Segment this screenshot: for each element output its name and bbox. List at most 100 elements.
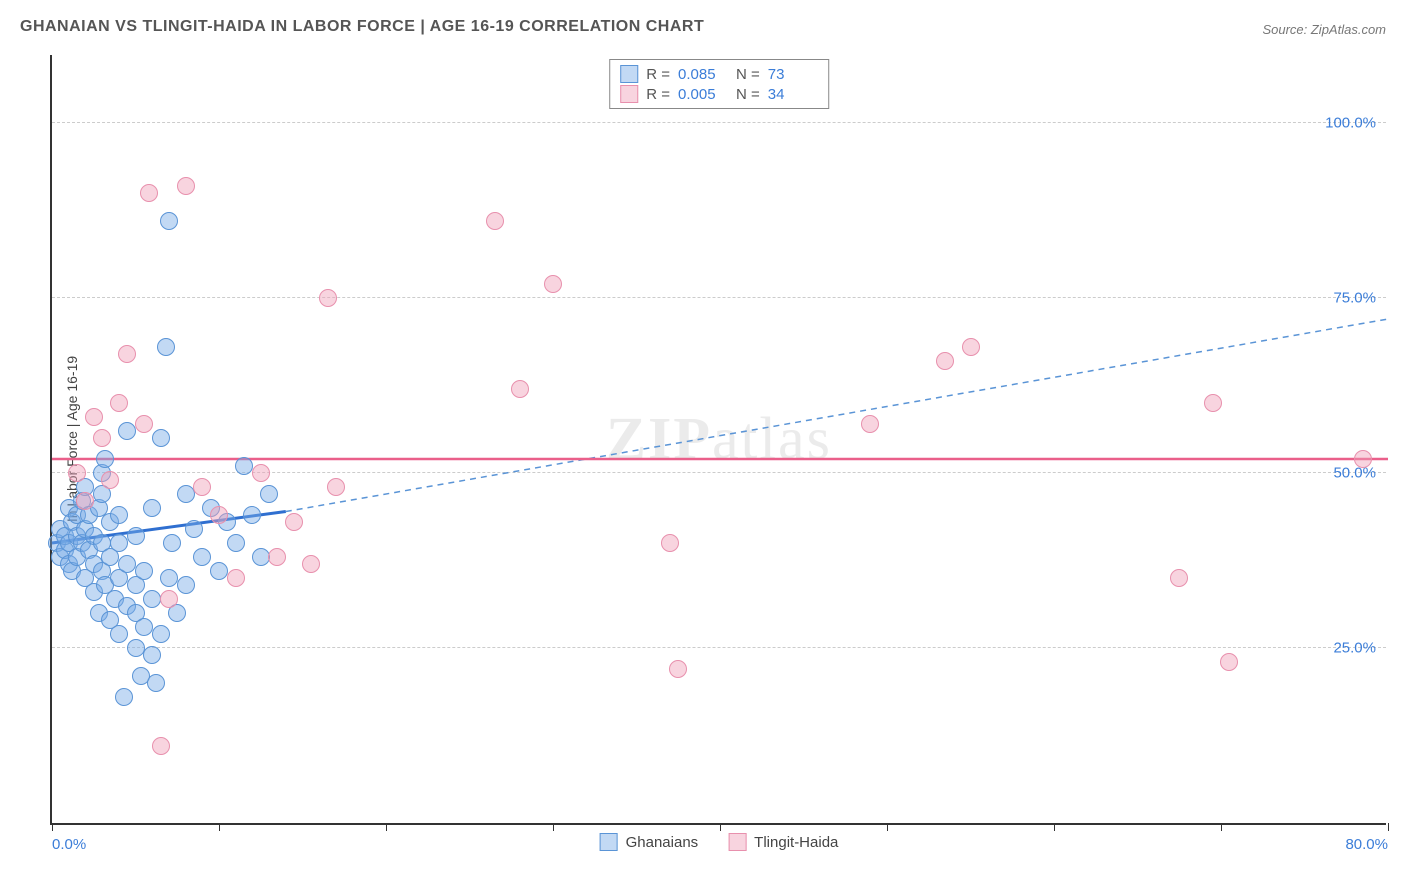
scatter-point (268, 548, 286, 566)
scatter-point (85, 408, 103, 426)
stats-legend-row: R =0.085N =73 (620, 64, 818, 84)
x-tick-mark (887, 823, 888, 831)
scatter-point (177, 485, 195, 503)
scatter-point (115, 688, 133, 706)
scatter-point (227, 569, 245, 587)
scatter-point (302, 555, 320, 573)
scatter-point (936, 352, 954, 370)
scatter-point (110, 506, 128, 524)
scatter-point (127, 527, 145, 545)
scatter-point (1354, 450, 1372, 468)
scatter-point (127, 639, 145, 657)
scatter-point (147, 674, 165, 692)
gridline-h (52, 122, 1386, 123)
scatter-point (118, 345, 136, 363)
scatter-point (135, 618, 153, 636)
source-attribution: Source: ZipAtlas.com (1262, 22, 1386, 37)
y-tick-label: 25.0% (1333, 640, 1376, 657)
scatter-point (110, 534, 128, 552)
n-value: 73 (768, 66, 818, 83)
scatter-point (252, 464, 270, 482)
scatter-point (193, 548, 211, 566)
scatter-point (160, 212, 178, 230)
scatter-point (118, 422, 136, 440)
stats-legend: R =0.085N =73R =0.005N =34 (609, 59, 829, 109)
watermark: ZIPatlas (606, 405, 832, 474)
scatter-point (243, 506, 261, 524)
scatter-point (140, 184, 158, 202)
scatter-point (143, 646, 161, 664)
n-label: N = (736, 86, 760, 103)
scatter-point (210, 506, 228, 524)
x-tick-mark (1221, 823, 1222, 831)
scatter-point (152, 737, 170, 755)
scatter-point (110, 625, 128, 643)
scatter-point (1220, 653, 1238, 671)
scatter-point (861, 415, 879, 433)
legend-swatch (620, 65, 638, 83)
stats-legend-row: R =0.005N =34 (620, 84, 818, 104)
scatter-point (157, 338, 175, 356)
r-value: 0.085 (678, 66, 728, 83)
series-legend: Ghanaians Tlingit-Haida (600, 833, 839, 851)
scatter-point (93, 429, 111, 447)
trend-lines (52, 53, 1388, 823)
legend-swatch (728, 833, 746, 851)
scatter-point (110, 394, 128, 412)
scatter-point (260, 485, 278, 503)
scatter-point (511, 380, 529, 398)
chart-title: GHANAIAN VS TLINGIT-HAIDA IN LABOR FORCE… (20, 18, 704, 36)
x-tick-label: 80.0% (1345, 836, 1388, 853)
scatter-point (163, 534, 181, 552)
scatter-point (193, 478, 211, 496)
legend-label: Tlingit-Haida (754, 834, 838, 851)
scatter-point (143, 590, 161, 608)
scatter-point (227, 534, 245, 552)
legend-label: Ghanaians (626, 834, 699, 851)
legend-item: Tlingit-Haida (728, 833, 838, 851)
scatter-point (1204, 394, 1222, 412)
scatter-point (210, 562, 228, 580)
scatter-point (185, 520, 203, 538)
y-tick-label: 75.0% (1333, 290, 1376, 307)
scatter-point (152, 625, 170, 643)
gridline-h (52, 297, 1386, 298)
scatter-point (327, 478, 345, 496)
scatter-point (160, 569, 178, 587)
scatter-point (669, 660, 687, 678)
n-label: N = (736, 66, 760, 83)
gridline-h (52, 647, 1386, 648)
legend-swatch (620, 85, 638, 103)
y-tick-label: 50.0% (1333, 465, 1376, 482)
legend-item: Ghanaians (600, 833, 699, 851)
scatter-point (143, 499, 161, 517)
scatter-point (118, 555, 136, 573)
scatter-point (160, 590, 178, 608)
scatter-point (135, 562, 153, 580)
scatter-point (235, 457, 253, 475)
scatter-point (252, 548, 270, 566)
x-tick-mark (1388, 823, 1389, 831)
scatter-point (177, 576, 195, 594)
plot-area: ZIPatlas In Labor Force | Age 16-19 R =0… (50, 55, 1386, 825)
x-tick-mark (553, 823, 554, 831)
scatter-point (96, 450, 114, 468)
y-tick-label: 100.0% (1325, 115, 1376, 132)
scatter-point (544, 275, 562, 293)
scatter-point (152, 429, 170, 447)
r-value: 0.005 (678, 86, 728, 103)
scatter-point (135, 415, 153, 433)
x-tick-mark (1054, 823, 1055, 831)
scatter-point (319, 289, 337, 307)
scatter-point (486, 212, 504, 230)
scatter-point (661, 534, 679, 552)
scatter-point (285, 513, 303, 531)
scatter-point (177, 177, 195, 195)
scatter-point (101, 471, 119, 489)
scatter-point (1170, 569, 1188, 587)
x-tick-mark (720, 823, 721, 831)
legend-swatch (600, 833, 618, 851)
scatter-point (68, 464, 86, 482)
scatter-point (76, 492, 94, 510)
r-label: R = (646, 86, 670, 103)
